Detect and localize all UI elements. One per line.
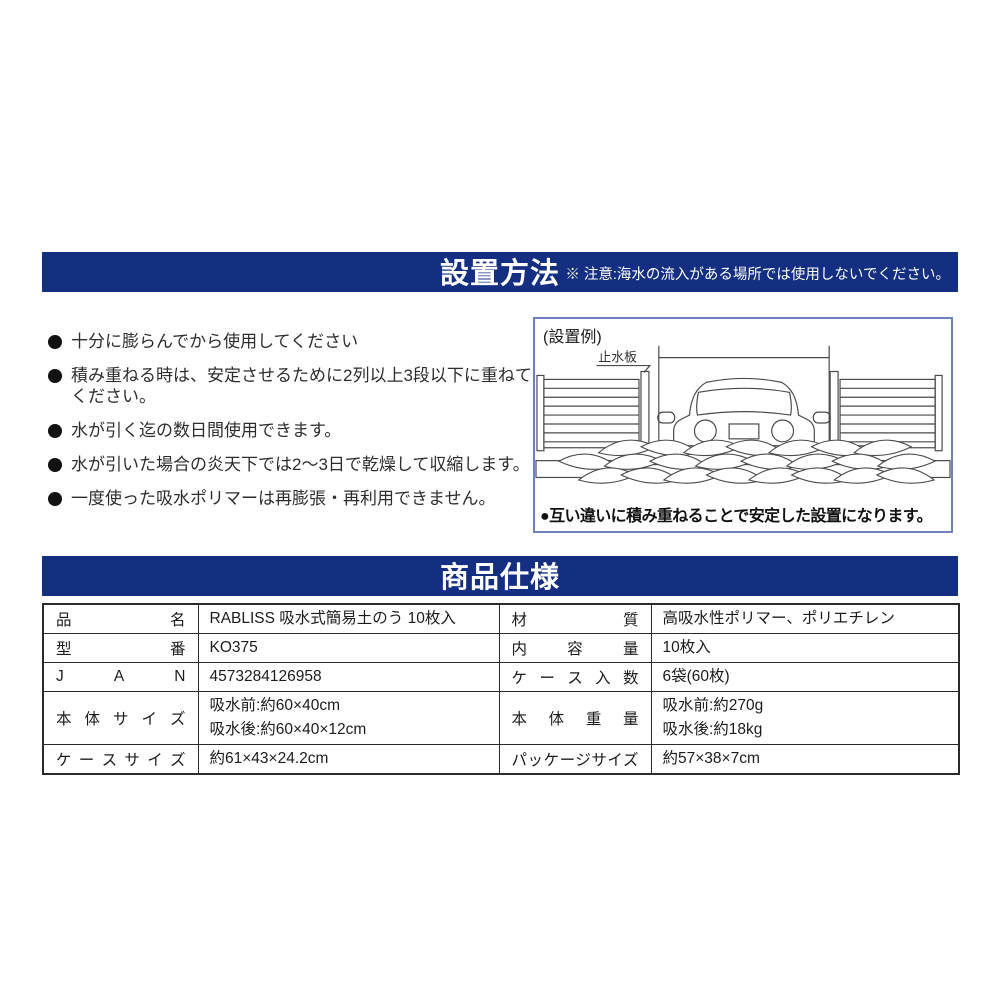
spec-header-bar: 商品仕様 <box>42 556 958 596</box>
car-illustration <box>657 377 831 448</box>
spec-label-cell: ケ ー ス サ イ ズ <box>42 744 199 775</box>
spec-value-cell: 約61×43×24.2cm <box>197 744 500 775</box>
example-label: (設置例) <box>543 329 602 346</box>
table-row: 型 番 KO375 内 容 量 10枚入 <box>42 633 960 663</box>
bullet-icon <box>48 458 62 472</box>
list-item: 積み重ねる時は、安定させるために2列以上3段以下に重ねて ください。 <box>48 365 542 407</box>
sluice-posts <box>640 370 839 449</box>
bullet-text: 積み重ねる時は、安定させるために2列以上3段以下に重ねて ください。 <box>71 366 532 406</box>
bullet-icon <box>48 492 62 506</box>
bullet-text: 水が引く迄の数日間使用できます。 <box>71 421 342 440</box>
list-item: 水が引いた場合の炎天下では2〜3日で乾燥して収縮します。 <box>48 454 542 475</box>
list-item: 十分に膨らんでから使用してください <box>48 331 542 352</box>
sluice-label-pointer <box>596 364 652 373</box>
spec-value-cell: 10枚入 <box>650 633 960 663</box>
spec-value-cell: KO375 <box>197 633 500 663</box>
installation-diagram: 止水板 <box>535 345 951 486</box>
spec-label-cell: ケ ー ス 入 数 <box>498 662 652 692</box>
spec-value-cell: 4573284126958 <box>197 662 500 692</box>
table-row: 品 名 RABLISS 吸水式簡易土のう 10枚入 材 質 高吸水性ポリマー、ポ… <box>42 603 960 634</box>
spec-label-cell: J A N <box>42 662 199 692</box>
bullet-list: 十分に膨らんでから使用してください 積み重ねる時は、安定させるために2列以上3段… <box>48 331 542 522</box>
bullet-text: 十分に膨らんでから使用してください <box>71 332 359 351</box>
sandbags <box>557 436 937 486</box>
spec-label-cell: 型 番 <box>42 633 199 663</box>
spec-title: 商品仕様 <box>439 562 561 595</box>
table-row: ケ ー ス サ イ ズ 約61×43×24.2cm パッケージサイズ 約57×3… <box>42 744 960 775</box>
bullet-icon <box>48 335 62 349</box>
spec-value-cell: 高吸水性ポリマー、ポリエチレン <box>650 603 960 634</box>
spec-value-cell: 吸水前:約60×40cm 吸水後:約60×40×12cm <box>197 691 500 745</box>
table-row: J A N 4573284126958 ケ ー ス 入 数 6袋(60枚) <box>42 662 960 692</box>
diagram-caption: ●互い違いに積み重ねることで安定した設置になります。 <box>540 508 933 525</box>
sluice-board-label: 止水板 <box>598 350 637 365</box>
spec-table: 品 名 RABLISS 吸水式簡易土のう 10枚入 材 質 高吸水性ポリマー、ポ… <box>42 603 960 775</box>
list-item: 水が引く迄の数日間使用できます。 <box>48 420 542 441</box>
spec-label-cell: 品 名 <box>42 603 199 634</box>
table-row: 本 体 サ イ ズ 吸水前:約60×40cm 吸水後:約60×40×12cm 本… <box>42 691 960 745</box>
bullet-icon <box>48 369 62 383</box>
spec-value-cell: 約57×38×7cm <box>650 744 960 775</box>
bullet-text: 一度使った吸水ポリマーは再膨張・再利用できません。 <box>71 489 496 508</box>
spec-label-cell: 本 体 重 量 <box>498 691 652 745</box>
fence-left <box>536 374 640 452</box>
install-title: 設置方法 <box>439 258 561 291</box>
spec-label-cell: 内 容 量 <box>498 633 652 663</box>
garage-opening <box>658 345 830 448</box>
installation-example-box: (設置例) <box>533 317 953 533</box>
spec-value-cell: 6袋(60枚) <box>650 662 960 692</box>
spec-label-cell: パッケージサイズ <box>498 744 652 775</box>
install-header-bar: 設置方法 ※ 注意:海水の流入がある場所では使用しないでください。 <box>42 252 958 292</box>
spec-label-cell: 材 質 <box>498 603 652 634</box>
bullet-icon <box>48 424 62 438</box>
spec-value-cell: RABLISS 吸水式簡易土のう 10枚入 <box>197 603 500 634</box>
spec-value-cell: 吸水前:約270g 吸水後:約18kg <box>650 691 960 745</box>
spec-label-cell: 本 体 サ イ ズ <box>42 691 199 745</box>
list-item: 一度使った吸水ポリマーは再膨張・再利用できません。 <box>48 488 542 509</box>
install-note: ※ 注意:海水の流入がある場所では使用しないでください。 <box>565 266 950 283</box>
bullet-text: 水が引いた場合の炎天下では2〜3日で乾燥して収縮します。 <box>71 455 530 474</box>
fence-right <box>839 374 943 452</box>
